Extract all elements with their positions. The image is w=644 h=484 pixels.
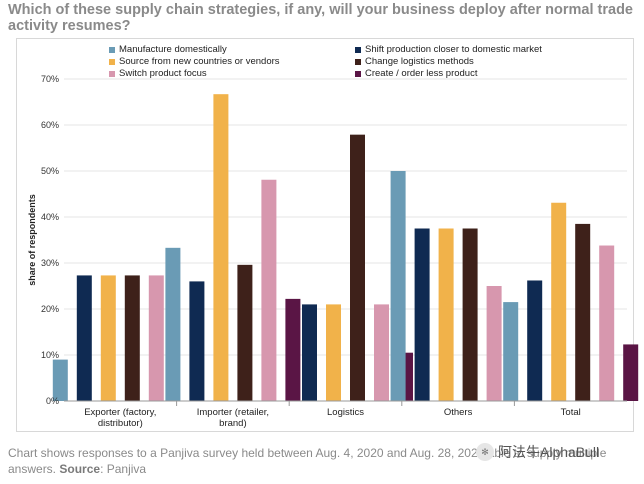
bar-change-logistics-methods-3	[462, 228, 478, 401]
y-tick-label: 50%	[41, 166, 59, 176]
bar-chart: 0% 10% 20% 30% 40% 50% 60% 70% share of responde…	[27, 74, 639, 429]
bar-manufacture-domestically-0	[52, 359, 68, 401]
bar-manufacture-domestically-3	[390, 171, 406, 401]
y-tick-label: 20%	[41, 304, 59, 314]
bar-shift-production-closer-to-domestic-market-4	[527, 280, 543, 401]
bar-shift-production-closer-to-domestic-market-3	[414, 228, 430, 401]
bar-shift-production-closer-to-domestic-market-2	[302, 304, 317, 401]
caption-source-label: Source	[59, 462, 101, 476]
legend-item-shift-production: Shift production closer to domestic mark…	[355, 44, 542, 55]
bar-create-order-less-product-1	[285, 298, 301, 401]
legend-swatch	[109, 46, 115, 53]
legend-swatch	[355, 46, 361, 53]
bar-change-logistics-methods-4	[575, 223, 591, 401]
bar-change-logistics-methods-2	[350, 134, 365, 401]
watermark-text: 阿法牛AlphaBull	[498, 444, 600, 460]
legend-swatch	[109, 70, 115, 77]
y-tick-label: 70%	[41, 74, 59, 84]
x-tick-label: Total	[561, 407, 581, 418]
legend-label: Shift production closer to domestic mark…	[365, 44, 542, 55]
bar-switch-product-focus-0	[148, 275, 164, 401]
bar-source-from-new-countries-or-vendors-1	[213, 94, 229, 402]
bar-switch-product-focus-3	[486, 286, 502, 401]
x-tick-label: distributor)	[98, 418, 143, 429]
chart-panel: Manufacture domestically Source from new…	[16, 38, 639, 432]
chart-caption: Chart shows responses to a Panjiva surve…	[8, 445, 628, 477]
bar-source-from-new-countries-or-vendors-4	[551, 202, 567, 401]
y-tick-label: 10%	[41, 350, 59, 360]
legend-item-change-logistics: Change logistics methods	[355, 56, 474, 67]
wechat-icon: ✻	[476, 443, 494, 461]
x-tick-label: Logistics	[327, 407, 364, 418]
bar-shift-production-closer-to-domestic-market-0	[76, 275, 92, 401]
legend-item-source-new: Source from new countries or vendors	[109, 56, 280, 67]
bar-switch-product-focus-4	[599, 245, 615, 401]
y-tick-label: 60%	[41, 120, 59, 130]
bar-source-from-new-countries-or-vendors-2	[326, 304, 341, 401]
legend-swatch	[355, 70, 361, 77]
legend-item-manufacture: Manufacture domestically	[109, 44, 227, 55]
bar-shift-production-closer-to-domestic-market-1	[189, 281, 205, 401]
bar-manufacture-domestically-4	[503, 302, 519, 401]
legend-item-order-less: Create / order less product	[355, 68, 477, 79]
y-tick-label: 0%	[46, 396, 59, 406]
x-tick-label: Exporter (factory,	[84, 407, 156, 418]
chart-title: Which of these supply chain strategies, …	[8, 2, 633, 34]
bar-create-order-less-product-4	[623, 344, 639, 401]
legend-label: Manufacture domestically	[119, 44, 227, 55]
bar-manufacture-domestically-1	[165, 247, 181, 401]
legend-swatch	[355, 58, 361, 65]
bar-change-logistics-methods-0	[124, 275, 140, 401]
bar-change-logistics-methods-1	[237, 264, 253, 401]
x-tick-label: Others	[444, 407, 473, 418]
caption-text: Chart shows responses to a Panjiva surve…	[8, 446, 607, 476]
caption-source-value: : Panjiva	[100, 462, 147, 476]
legend-label: Change logistics methods	[365, 56, 474, 67]
y-axis-title: share of respondents	[27, 194, 37, 286]
legend-label: Source from new countries or vendors	[119, 56, 280, 67]
y-tick-label: 30%	[41, 258, 59, 268]
legend-item-switch-focus: Switch product focus	[109, 68, 207, 79]
watermark: ✻ 阿法牛AlphaBull	[476, 442, 599, 462]
legend-label: Switch product focus	[119, 68, 207, 79]
bar-source-from-new-countries-or-vendors-3	[438, 228, 454, 401]
legend-label: Create / order less product	[365, 68, 478, 79]
bar-source-from-new-countries-or-vendors-0	[100, 275, 116, 401]
y-tick-label: 40%	[41, 212, 59, 222]
bar-switch-product-focus-1	[261, 179, 277, 401]
x-tick-label: Importer (retailer,	[197, 407, 269, 418]
x-tick-label: brand)	[219, 418, 246, 429]
bar-switch-product-focus-2	[374, 304, 389, 401]
legend-swatch	[109, 58, 115, 65]
